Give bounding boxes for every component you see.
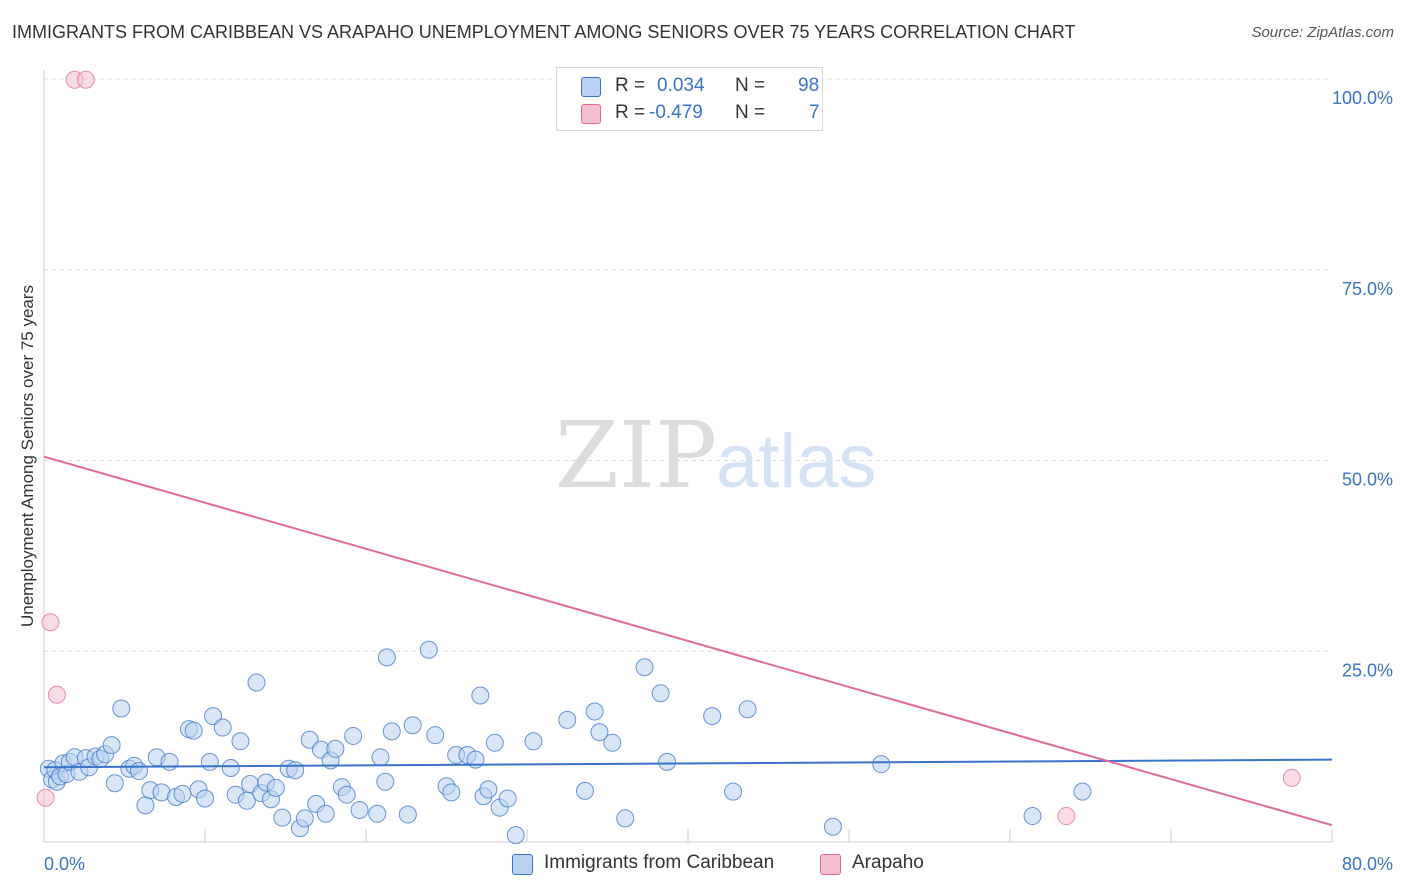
arapaho-point	[76, 70, 95, 89]
caribbean-point	[738, 700, 757, 719]
caribbean-point	[471, 686, 490, 705]
legend-r-label: R =	[615, 75, 646, 96]
legend-r-value: -0.479	[649, 102, 703, 123]
caribbean-point	[498, 789, 517, 808]
trend-line-caribbean	[43, 758, 1333, 769]
trend-lines	[43, 455, 1333, 827]
caribbean-point	[136, 796, 155, 815]
caribbean-point	[247, 673, 266, 692]
gridlines	[44, 78, 1332, 652]
caribbean-point	[506, 826, 525, 845]
caribbean-point	[286, 761, 305, 780]
x-tick-label-max: 80.0%	[1342, 854, 1393, 874]
caribbean-point	[635, 658, 654, 677]
legend-swatch-caribbean	[581, 77, 601, 97]
caribbean-point	[872, 755, 891, 774]
caribbean-point	[102, 736, 121, 755]
y-tick-labels: 100.0% 75.0% 50.0% 25.0%	[1332, 88, 1393, 680]
caribbean-point	[658, 752, 677, 771]
caribbean-point	[337, 785, 356, 804]
caribbean-point	[300, 730, 319, 749]
caribbean-point	[403, 716, 422, 735]
legend-swatch-arapaho	[581, 104, 601, 124]
arapaho-point	[1057, 807, 1076, 826]
caribbean-point	[398, 805, 417, 824]
caribbean-point	[651, 684, 670, 703]
y-tick-label: 100.0%	[1332, 88, 1393, 108]
caribbean-point	[316, 804, 335, 823]
caribbean-point	[213, 718, 232, 737]
caribbean-point	[585, 702, 604, 721]
caribbean-point	[129, 762, 148, 781]
caribbean-point	[575, 781, 594, 800]
arapaho-point	[36, 788, 55, 807]
caribbean-point	[200, 752, 219, 771]
legend-n-value: 98	[798, 75, 820, 96]
caribbean-point	[344, 726, 363, 745]
caribbean-point	[273, 808, 292, 827]
caribbean-point	[184, 721, 203, 740]
caribbean-point	[326, 739, 345, 758]
caribbean-point	[196, 789, 214, 808]
legend-n-value: 7	[809, 102, 820, 123]
legend-r-label: R =	[615, 102, 646, 123]
series-caribbean-points	[39, 640, 1092, 845]
caribbean-point	[160, 752, 179, 771]
y-tick-label: 75.0%	[1342, 279, 1393, 299]
legend-n-label: N =	[735, 102, 766, 123]
caribbean-point	[524, 732, 543, 751]
caribbean-point	[603, 733, 622, 752]
caribbean-point	[371, 748, 390, 767]
caribbean-point	[173, 784, 192, 803]
x-tick-label-min: 0.0%	[44, 854, 85, 874]
caribbean-point	[558, 710, 577, 729]
caribbean-point	[382, 722, 401, 741]
correlation-legend: R = 0.034 N = 98 R = -0.479 N = 7	[556, 67, 823, 131]
source-label: Source: ZipAtlas.com	[1251, 24, 1394, 41]
caribbean-point	[479, 780, 498, 799]
watermark-zip: ZIP	[555, 402, 717, 509]
caribbean-point	[442, 783, 461, 802]
caribbean-point	[1023, 807, 1042, 826]
caribbean-point	[350, 800, 369, 819]
caribbean-point	[703, 707, 722, 726]
caribbean-point	[295, 809, 314, 828]
arapaho-point	[41, 613, 60, 632]
caribbean-point	[376, 772, 395, 791]
y-tick-label: 25.0%	[1342, 660, 1393, 680]
x-ticks	[204, 829, 1333, 842]
bottom-legend-label-arapaho: Arapaho	[852, 852, 924, 873]
y-axis-label: Unemployment Among Seniors over 75 years	[18, 285, 37, 627]
legend-r-value: 0.034	[657, 75, 705, 96]
caribbean-point	[105, 774, 124, 793]
y-tick-label: 50.0%	[1342, 470, 1393, 490]
caribbean-point	[823, 817, 842, 836]
watermark: ZIP atlas	[555, 402, 877, 509]
caribbean-point	[724, 782, 743, 801]
caribbean-point	[426, 726, 445, 745]
arapaho-point	[1282, 768, 1301, 787]
legend-n-label: N =	[735, 75, 766, 96]
caribbean-point	[377, 648, 396, 667]
bottom-legend-label-caribbean: Immigrants from Caribbean	[544, 852, 775, 873]
caribbean-point	[1073, 782, 1092, 801]
caribbean-point	[485, 733, 504, 752]
caribbean-point	[266, 778, 285, 797]
series-arapaho-points	[36, 70, 1301, 826]
caribbean-point	[590, 723, 609, 742]
bottom-legend-swatch-arapaho	[820, 854, 841, 875]
arapaho-point	[47, 685, 66, 704]
caribbean-point	[112, 699, 131, 718]
trend-line-arapaho	[43, 455, 1333, 827]
caribbean-point	[419, 640, 438, 659]
watermark-atlas: atlas	[716, 419, 877, 504]
caribbean-point	[231, 732, 250, 751]
caribbean-point	[221, 758, 240, 777]
caribbean-point	[204, 707, 223, 726]
bottom-legend-swatch-caribbean	[512, 854, 533, 875]
caribbean-point	[616, 809, 635, 828]
chart-title: IMMIGRANTS FROM CARIBBEAN VS ARAPAHO UNE…	[12, 22, 1076, 42]
caribbean-point	[368, 804, 387, 823]
